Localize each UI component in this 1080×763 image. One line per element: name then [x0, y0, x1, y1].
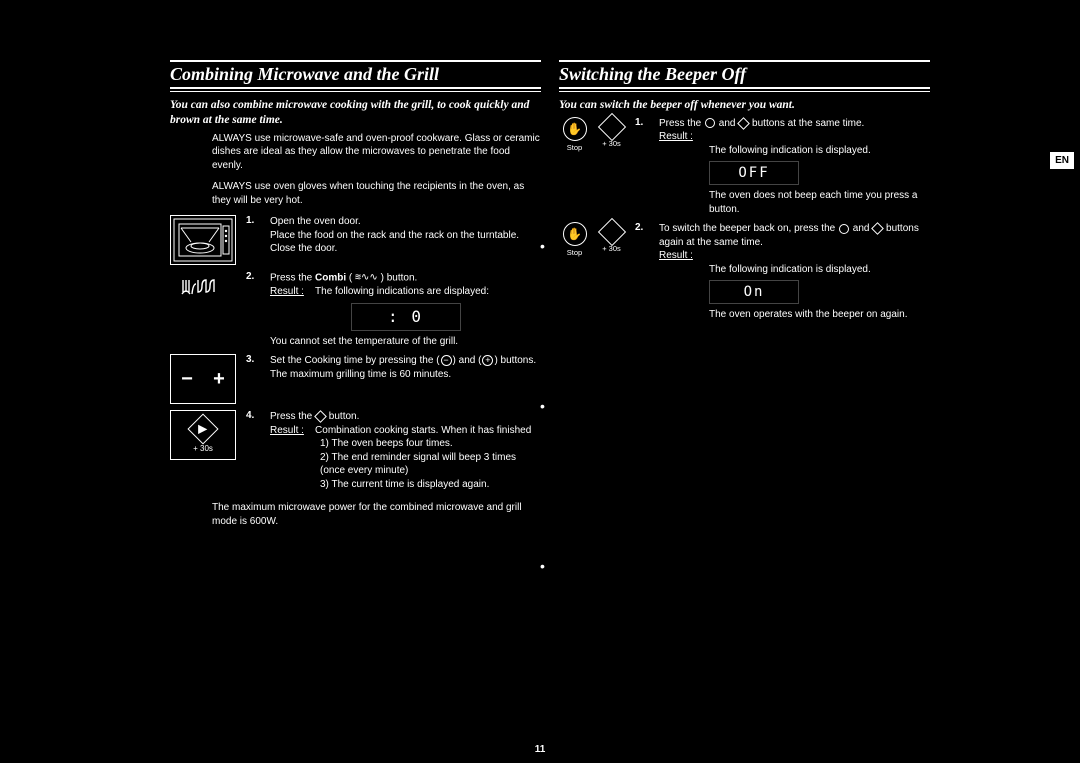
rule: [170, 60, 541, 62]
t: Combi: [315, 273, 346, 284]
step-text: Press the Combi ( ≋∿∿ ) button. Result :…: [270, 271, 541, 348]
t: To switch the beeper back on, press the: [659, 223, 838, 234]
two-button-icons: ✋ Stop ▶ + 30s: [559, 117, 627, 152]
step-row: ▶ + 30s 4. Press the button. Result : Co…: [170, 410, 541, 491]
step-text: Open the oven door. Place the food on th…: [270, 215, 541, 265]
result-label: Result :: [659, 250, 693, 261]
oven-illustration: [170, 215, 236, 265]
step-number: 2.: [635, 222, 651, 322]
margin-dot: •: [540, 398, 545, 414]
step-number: 1.: [635, 117, 651, 217]
t: Press the: [659, 118, 704, 129]
t: button.: [326, 411, 359, 422]
diamond-icon: ▶: [187, 413, 218, 444]
t: The following indication is displayed.: [709, 145, 871, 156]
stop-button-icon: ✋: [563, 117, 587, 141]
language-tab: EN: [1050, 152, 1074, 169]
stop-button-icon: ✋: [563, 222, 587, 246]
t: Combination cooking starts. When it has …: [315, 425, 531, 436]
combi-glyph-icon: ≋∿∿: [355, 271, 378, 285]
t: Press the: [270, 411, 315, 422]
t: Press the: [270, 273, 315, 284]
t: button.: [384, 273, 417, 284]
lcd-display: OFF: [709, 161, 799, 185]
start-button-icon: ▶ + 30s: [170, 410, 236, 460]
intro-right: You can switch the beeper off whenever y…: [559, 98, 930, 113]
left-column: Combining Microwave and the Grill You ca…: [170, 60, 541, 740]
result-label: Result :: [659, 131, 693, 142]
stop-icon: [839, 224, 849, 234]
step-row: 2. Press the Combi ( ≋∿∿ ) button. Resul…: [170, 271, 541, 348]
step-row: ✋ Stop ▶ + 30s 2. To switch the beeper b…: [559, 222, 930, 322]
t: 3) The current time is displayed again.: [320, 479, 489, 490]
step-number: 4.: [246, 410, 262, 491]
diamond-icon: [314, 410, 327, 423]
diamond-icon: ▶: [597, 218, 625, 246]
right-column: Switching the Beeper Off You can switch …: [559, 60, 930, 740]
lcd-display: : 0: [351, 303, 461, 331]
plus-minus-buttons: − +: [170, 354, 236, 404]
t: and: [716, 118, 738, 129]
rule: [170, 91, 541, 92]
stop-label: Stop: [567, 248, 582, 257]
step-row: ✋ Stop ▶ + 30s 1. Press the and buttons …: [559, 117, 930, 217]
t: You cannot set the temperature of the gr…: [270, 336, 458, 347]
footnote: The maximum microwave power for the comb…: [212, 501, 541, 528]
diamond-icon: ▶: [597, 113, 625, 141]
combi-icon: [170, 271, 236, 301]
section-title-left: Combining Microwave and the Grill: [170, 64, 541, 87]
t: buttons at the same time.: [749, 118, 864, 129]
margin-dot: •: [540, 238, 545, 254]
two-button-icons: ✋ Stop ▶ + 30s: [559, 222, 627, 257]
plus-icon: +: [213, 368, 225, 391]
stop-label: Stop: [567, 143, 582, 152]
rule: [559, 60, 930, 62]
rule: [559, 87, 930, 89]
rule: [170, 87, 541, 89]
warning-text-1: ALWAYS use microwave-safe and oven-proof…: [212, 132, 541, 173]
lcd-display: On: [709, 280, 799, 304]
step-number: 2.: [246, 271, 262, 348]
t: The following indications are displayed:: [315, 286, 489, 297]
step-number: 1.: [246, 215, 262, 265]
step-row: − + 3. Set the Cooking time by pressing …: [170, 354, 541, 404]
margin-dot: •: [540, 558, 545, 574]
step-text: To switch the beeper back on, press the …: [659, 222, 930, 322]
result-label: Result :: [270, 425, 304, 436]
section-title-right: Switching the Beeper Off: [559, 64, 930, 87]
t: 1) The oven beeps four times.: [320, 438, 453, 449]
t: The following indication is displayed.: [709, 264, 871, 275]
step-text: Press the and buttons at the same time. …: [659, 117, 930, 217]
stop-icon: [705, 118, 715, 128]
t: The oven operates with the beeper on aga…: [709, 309, 907, 320]
step-number: 3.: [246, 354, 262, 404]
rule: [559, 91, 930, 92]
t: The oven does not beep each time you pre…: [709, 190, 917, 215]
t: and: [850, 223, 872, 234]
page-number: 11: [0, 744, 1080, 755]
result-label: Result :: [270, 286, 304, 297]
t: 2) The end reminder signal will beep 3 t…: [320, 452, 516, 477]
intro-left: You can also combine microwave cooking w…: [170, 98, 541, 128]
step-text: Press the button. Result : Combination c…: [270, 410, 541, 491]
step-row: 1. Open the oven door. Place the food on…: [170, 215, 541, 265]
plus-30s-label: + 30s: [193, 444, 213, 453]
step-line: Place the food on the rack and the rack …: [270, 230, 519, 255]
minus-icon: −: [441, 355, 452, 366]
plus-icon: +: [482, 355, 493, 366]
minus-icon: −: [181, 368, 193, 391]
step-line: Open the oven door.: [270, 216, 361, 227]
warning-text-2: ALWAYS use oven gloves when touching the…: [212, 180, 541, 207]
step-text: Set the Cooking time by pressing the (−)…: [270, 354, 541, 404]
